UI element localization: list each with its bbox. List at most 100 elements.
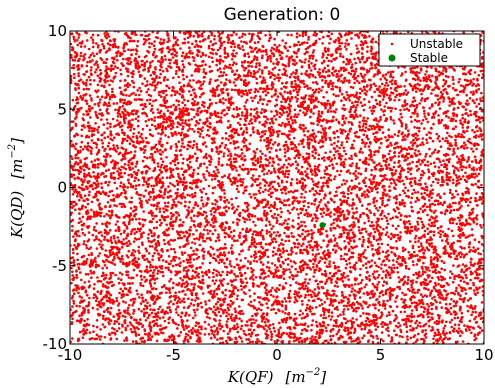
unstable-point [323, 46, 327, 50]
unstable-point [331, 248, 335, 251]
unstable-point [178, 31, 182, 34]
unstable-point [308, 189, 312, 193]
unstable-point [328, 260, 332, 263]
unstable-point [291, 121, 295, 125]
unstable-point [94, 256, 97, 260]
unstable-point [356, 47, 359, 50]
unstable-point [316, 123, 320, 126]
unstable-point [195, 321, 198, 324]
unstable-point [152, 184, 156, 188]
unstable-point [252, 328, 256, 332]
unstable-point [259, 150, 262, 153]
unstable-point [180, 311, 184, 315]
unstable-point [145, 39, 148, 42]
unstable-point [416, 254, 419, 257]
unstable-point [83, 157, 87, 161]
unstable-point [132, 127, 136, 131]
unstable-point [452, 149, 455, 153]
unstable-point [309, 268, 313, 271]
unstable-point [256, 338, 259, 341]
unstable-point [83, 57, 86, 60]
unstable-point [348, 237, 352, 241]
unstable-point [154, 287, 158, 291]
unstable-point [207, 323, 211, 326]
unstable-point [366, 45, 369, 49]
unstable-point [302, 123, 305, 127]
unstable-point [270, 110, 273, 113]
unstable-point [247, 338, 251, 341]
unstable-point [97, 231, 101, 235]
unstable-point [361, 204, 364, 207]
unstable-point [284, 304, 288, 308]
unstable-point [362, 238, 366, 242]
unstable-point [401, 277, 405, 281]
unstable-point [115, 246, 119, 249]
unstable-point [408, 162, 412, 165]
unstable-point [113, 181, 117, 185]
unstable-point [436, 328, 439, 332]
unstable-point [399, 330, 403, 334]
unstable-point [113, 322, 116, 326]
unstable-point [171, 286, 175, 290]
unstable-point [162, 120, 166, 124]
unstable-point [376, 209, 380, 212]
unstable-point [97, 300, 101, 304]
unstable-point [296, 163, 300, 167]
unstable-point [232, 115, 236, 119]
unstable-point [125, 336, 128, 340]
unstable-point [231, 39, 235, 43]
unstable-point [307, 146, 311, 150]
unstable-point [404, 266, 408, 270]
unstable-point [232, 107, 236, 111]
unstable-point [165, 156, 168, 159]
unstable-point [361, 125, 365, 128]
unstable-point [342, 340, 346, 344]
unstable-point [181, 59, 184, 63]
unstable-point [290, 33, 293, 37]
unstable-point [476, 247, 480, 250]
unstable-point [307, 299, 311, 302]
unstable-point [148, 156, 152, 159]
unstable-point [468, 97, 472, 100]
unstable-point [195, 142, 199, 146]
unstable-point [328, 164, 331, 168]
unstable-point [160, 157, 163, 160]
unstable-point [162, 316, 165, 319]
unstable-point [413, 334, 417, 337]
unstable-point [120, 331, 124, 334]
unstable-point [153, 116, 157, 119]
unstable-point [83, 45, 87, 48]
unstable-point [243, 271, 247, 275]
unstable-point [270, 125, 273, 129]
unstable-point [226, 270, 229, 274]
unstable-point [240, 40, 243, 43]
unstable-point [407, 287, 410, 291]
unstable-point [100, 274, 104, 278]
unstable-point [71, 270, 74, 274]
unstable-point [423, 99, 427, 103]
unstable-point [289, 284, 292, 287]
unstable-point [452, 234, 455, 238]
unstable-point [149, 266, 152, 269]
unstable-point [303, 100, 307, 103]
unstable-point [428, 280, 432, 284]
unstable-point [250, 34, 254, 38]
unstable-point [460, 133, 463, 136]
unstable-point [347, 96, 350, 100]
unstable-point [264, 188, 267, 191]
unstable-point [285, 268, 288, 272]
unstable-point [203, 250, 206, 254]
unstable-point [327, 34, 331, 38]
unstable-point [177, 200, 180, 204]
unstable-point [175, 149, 178, 152]
unstable-point [373, 90, 377, 94]
unstable-point [332, 218, 336, 222]
unstable-point [194, 40, 198, 43]
unstable-point [375, 286, 379, 289]
unstable-point [398, 211, 401, 215]
unstable-point [369, 152, 373, 156]
unstable-point [158, 210, 162, 213]
unstable-point [252, 193, 255, 196]
unstable-point [230, 203, 234, 206]
unstable-point [91, 45, 95, 49]
